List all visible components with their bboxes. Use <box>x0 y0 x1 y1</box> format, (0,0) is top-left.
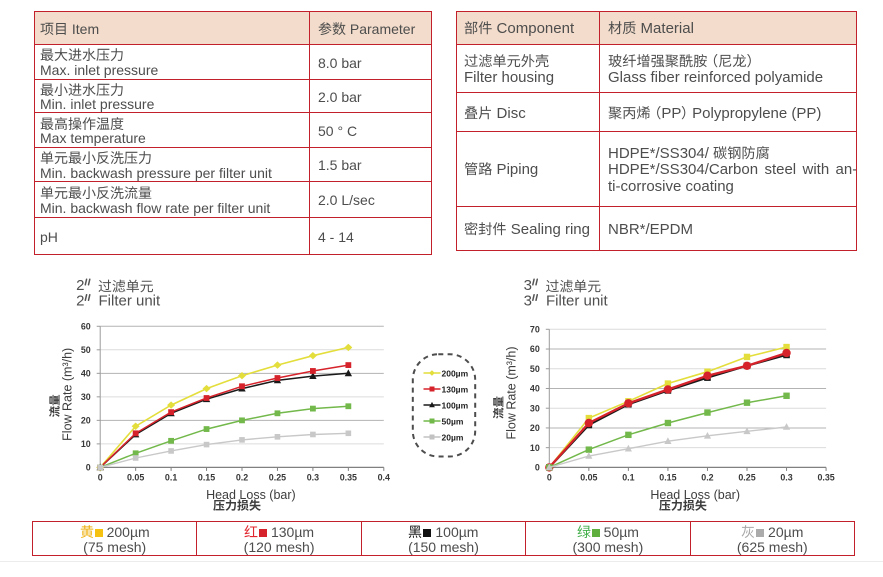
svg-text:10: 10 <box>81 439 91 449</box>
svg-text:50: 50 <box>530 364 540 374</box>
svg-text:0.15: 0.15 <box>198 472 215 482</box>
svg-text:60: 60 <box>530 344 540 354</box>
svg-text:0: 0 <box>547 472 552 482</box>
svg-text:0.25: 0.25 <box>738 472 755 482</box>
svg-text:0.35: 0.35 <box>817 472 834 482</box>
svg-text:0.3: 0.3 <box>780 472 792 482</box>
svg-text:60: 60 <box>81 321 91 331</box>
svg-text:0: 0 <box>98 472 103 482</box>
svg-text:20: 20 <box>81 415 91 425</box>
svg-text:0.2: 0.2 <box>701 472 713 482</box>
svg-text:0.05: 0.05 <box>127 472 144 482</box>
svg-text:Flow Rate (m³/h): Flow Rate (m³/h) <box>60 348 74 441</box>
svg-text:20µm: 20µm <box>442 432 464 442</box>
svg-text:Head Loss (bar): Head Loss (bar) <box>206 488 296 502</box>
svg-text:0.15: 0.15 <box>659 472 676 482</box>
svg-text:0.05: 0.05 <box>580 472 597 482</box>
svg-text:70: 70 <box>530 324 540 334</box>
svg-text:Flow Rate (m³/h): Flow Rate (m³/h) <box>505 346 519 439</box>
svg-text:50: 50 <box>81 345 91 355</box>
svg-text:10: 10 <box>530 443 540 453</box>
svg-text:0.1: 0.1 <box>165 472 177 482</box>
svg-text:Head Loss (bar): Head Loss (bar) <box>650 488 740 502</box>
svg-text:3: 3 <box>524 277 532 294</box>
svg-text:0: 0 <box>86 463 91 473</box>
svg-text:0.4: 0.4 <box>378 472 390 482</box>
svg-text:0.3: 0.3 <box>307 472 319 482</box>
svg-text:0.1: 0.1 <box>622 472 634 482</box>
svg-text:2: 2 <box>76 293 84 310</box>
svg-text:0.35: 0.35 <box>340 472 357 482</box>
svg-text:50µm: 50µm <box>442 416 464 426</box>
svg-text:200µm: 200µm <box>442 368 469 378</box>
svg-text:3: 3 <box>524 293 532 310</box>
svg-text:Filter unit: Filter unit <box>99 293 162 310</box>
svg-text:100µm: 100µm <box>442 400 469 410</box>
svg-text:30: 30 <box>81 392 91 402</box>
svg-text:20: 20 <box>530 423 540 433</box>
svg-text:30: 30 <box>530 403 540 413</box>
svg-text:0: 0 <box>535 463 540 473</box>
svg-text:0.25: 0.25 <box>269 472 286 482</box>
svg-text:130µm: 130µm <box>442 384 469 394</box>
svg-text:0.2: 0.2 <box>236 472 248 482</box>
svg-text:40: 40 <box>530 384 540 394</box>
svg-text:Filter unit: Filter unit <box>546 293 609 310</box>
svg-text:2: 2 <box>76 277 84 294</box>
svg-text:40: 40 <box>81 368 91 378</box>
